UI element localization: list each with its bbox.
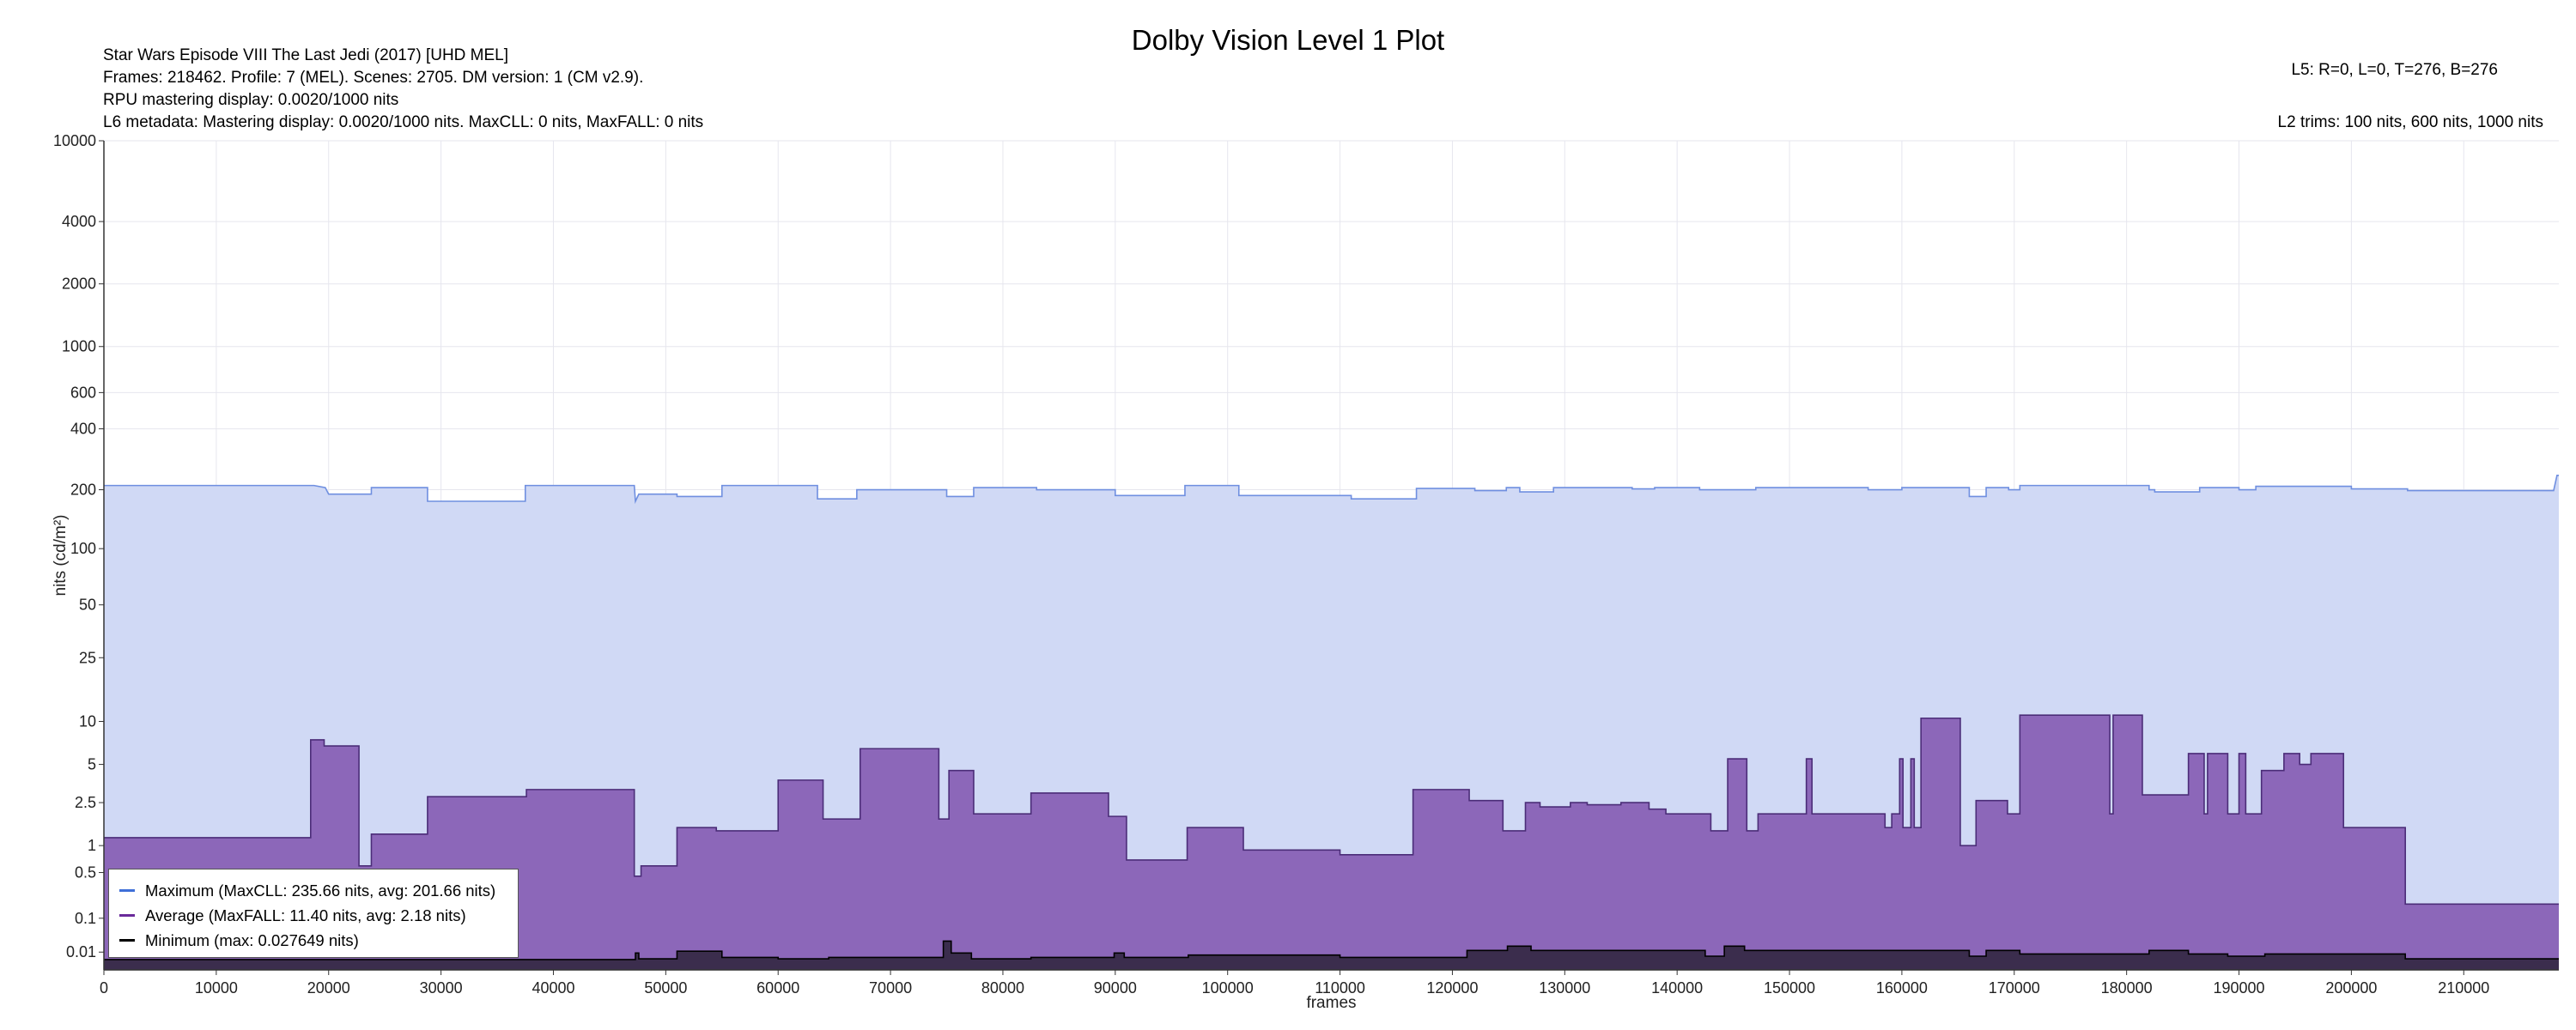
- y-tick-label-5: 5: [88, 756, 96, 773]
- x-tick-label-5: 50000: [644, 979, 687, 997]
- y-tick-label-8: 50: [79, 597, 96, 614]
- legend-label-maximum: Maximum (MaxCLL: 235.66 nits, avg: 201.6…: [145, 881, 496, 900]
- info-l5: L5: R=0, L=0, T=276, B=276: [2291, 61, 2498, 79]
- x-axis-title: frames: [1306, 994, 1356, 1012]
- x-tick-label-20: 200000: [2325, 979, 2377, 997]
- y-tick-label-14: 2000: [62, 276, 96, 293]
- y-tick-label-7: 25: [79, 649, 96, 666]
- x-tick-label-4: 40000: [532, 979, 574, 997]
- x-tick-label-2: 20000: [307, 979, 350, 997]
- y-tick-label-16: 10000: [53, 132, 96, 149]
- y-tick-label-2: 0.5: [75, 864, 96, 882]
- x-tick-label-17: 170000: [1989, 979, 2040, 997]
- legend-item-minimum: Minimum (max: 0.027649 nits): [119, 928, 507, 953]
- x-tick-label-21: 210000: [2438, 979, 2489, 997]
- y-tick-label-3: 1: [88, 837, 96, 854]
- y-axis-title: nits (cd/m²): [52, 515, 70, 597]
- x-tick-label-16: 160000: [1876, 979, 1928, 997]
- y-tick-label-1: 0.1: [75, 910, 96, 927]
- x-tick-label-1: 10000: [195, 979, 238, 997]
- y-tick-label-15: 4000: [62, 213, 96, 230]
- x-tick-label-9: 90000: [1094, 979, 1137, 997]
- series-line-average: [104, 714, 2559, 906]
- info-line-l6-metadata: L6 metadata: Mastering display: 0.0020/1…: [103, 113, 704, 131]
- series-line-minimum: [104, 940, 2559, 960]
- y-tick-label-10: 200: [70, 482, 96, 499]
- y-tick-label-0: 0.01: [66, 943, 96, 960]
- x-tick-label-13: 130000: [1539, 979, 1590, 997]
- y-tick-label-4: 2.5: [75, 794, 96, 811]
- y-tick-label-11: 400: [70, 421, 96, 438]
- series-area-average: [104, 715, 2559, 970]
- series-layer: [104, 474, 2559, 970]
- x-tick-label-15: 150000: [1764, 979, 1815, 997]
- x-tick-label-0: 0: [100, 979, 108, 997]
- y-tick-label-6: 10: [79, 712, 96, 730]
- legend-item-average: Average (MaxFALL: 11.40 nits, avg: 2.18 …: [119, 903, 507, 928]
- info-l2-trims: L2 trims: 100 nits, 600 nits, 1000 nits: [2277, 113, 2543, 131]
- legend-item-maximum: Maximum (MaxCLL: 235.66 nits, avg: 201.6…: [119, 878, 507, 903]
- chart-title: Dolby Vision Level 1 Plot: [1131, 24, 1445, 56]
- series-line-maximum: [104, 474, 2559, 505]
- x-tick-label-3: 30000: [420, 979, 463, 997]
- x-tick-label-7: 70000: [869, 979, 912, 997]
- x-tick-label-8: 80000: [981, 979, 1024, 997]
- x-tick-label-18: 180000: [2101, 979, 2153, 997]
- legend-label-minimum: Minimum (max: 0.027649 nits): [145, 930, 359, 949]
- x-tick-label-14: 140000: [1651, 979, 1703, 997]
- info-line-rpu-mastering: RPU mastering display: 0.0020/1000 nits: [103, 91, 399, 109]
- x-tick-label-12: 120000: [1426, 979, 1478, 997]
- x-tick-label-6: 60000: [756, 979, 799, 997]
- axes: 0 10000 20000 30000 40000 50000 60000 70000 8000…: [52, 132, 2559, 1012]
- y-tick-label-13: 1000: [62, 338, 96, 355]
- y-tick-label-12: 600: [70, 384, 96, 401]
- info-line-movie-title: Star Wars Episode VIII The Last Jedi (20…: [103, 46, 509, 64]
- legend-swatch-average: [119, 914, 135, 917]
- x-tick-label-10: 100000: [1202, 979, 1254, 997]
- legend: Maximum (MaxCLL: 235.66 nits, avg: 201.6…: [108, 869, 519, 958]
- y-tick-label-9: 100: [70, 540, 96, 557]
- x-tick-label-19: 190000: [2213, 979, 2264, 997]
- legend-swatch-minimum: [119, 939, 135, 942]
- info-line-frames: Frames: 218462. Profile: 7 (MEL). Scenes…: [103, 69, 644, 87]
- legend-label-average: Average (MaxFALL: 11.40 nits, avg: 2.18 …: [145, 906, 466, 924]
- x-tick-label-11: 110000: [1315, 979, 1365, 997]
- legend-swatch-maximum: [119, 889, 135, 892]
